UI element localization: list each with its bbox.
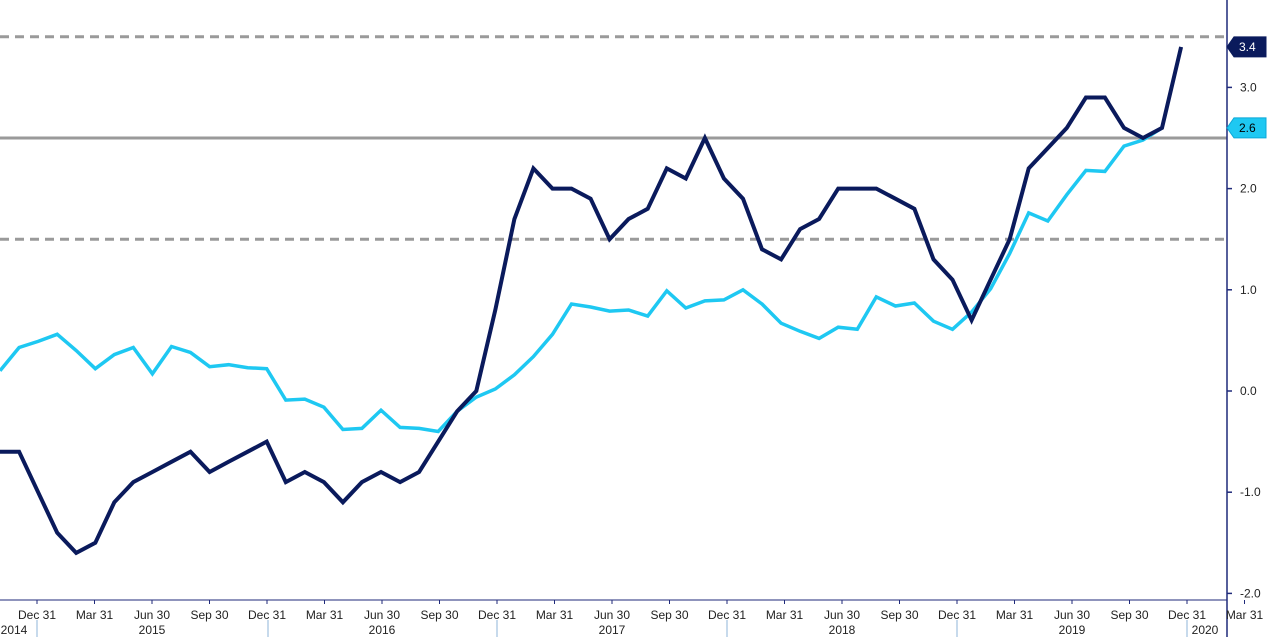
last-value-tag	[1226, 36, 1267, 58]
x-month-label: Sep 30	[1110, 608, 1148, 622]
x-axis: Dec 31 Mar 31 Jun 30 Sep 30 Dec 31 Mar 31 Jun …	[0, 599, 1264, 637]
last-value-label: 2.6	[1239, 121, 1256, 135]
last-value-tags: 3.4 2.6	[1226, 36, 1267, 139]
x-month-label: Dec 31	[938, 608, 976, 622]
series-line-0	[0, 46, 1184, 556]
last-value-label: 3.4	[1239, 40, 1256, 54]
x-year-label: 2014	[1, 623, 28, 637]
x-month-label: Mar 31	[1226, 608, 1264, 622]
x-month-label: Jun 30	[824, 608, 860, 622]
x-month-label: Dec 31	[18, 608, 56, 622]
y-axis: 3.0 2.0 1.0 0.0 -1.0 -2.0	[1226, 0, 1261, 637]
x-month-label: Dec 31	[478, 608, 516, 622]
x-year-label: 2020	[1192, 623, 1219, 637]
x-month-label: Mar 31	[306, 608, 344, 622]
series-line-1	[0, 126, 1163, 434]
last-value-tag	[1226, 117, 1267, 139]
x-month-label: Jun 30	[134, 608, 170, 622]
x-month-label: Mar 31	[766, 608, 804, 622]
x-month-label: Mar 31	[996, 608, 1034, 622]
x-month-label: Dec 31	[248, 608, 286, 622]
x-month-label: Mar 31	[536, 608, 574, 622]
x-month-label: Jun 30	[1054, 608, 1090, 622]
x-month-label: Dec 31	[708, 608, 746, 622]
y-tick-label: -2.0	[1240, 586, 1261, 600]
y-tick-label: 2.0	[1240, 182, 1257, 196]
x-month-label: Sep 30	[420, 608, 458, 622]
x-month-label: Mar 31	[76, 608, 114, 622]
x-month-label: Jun 30	[364, 608, 400, 622]
y-tick-label: 0.0	[1240, 384, 1257, 398]
x-year-label: 2015	[139, 623, 166, 637]
y-tick-label: 3.0	[1240, 80, 1257, 94]
series-lines	[0, 46, 1184, 556]
reference-lines	[0, 35, 1227, 241]
x-month-label: Sep 30	[190, 608, 228, 622]
x-month-label: Sep 30	[650, 608, 688, 622]
x-year-label: 2018	[829, 623, 856, 637]
x-year-label: 2019	[1059, 623, 1086, 637]
x-month-label: Dec 31	[1168, 608, 1206, 622]
y-tick-label: 1.0	[1240, 283, 1257, 297]
x-month-label: Sep 30	[880, 608, 918, 622]
y-tick-label: -1.0	[1240, 485, 1261, 499]
x-year-label: 2017	[599, 623, 626, 637]
x-month-label: Jun 30	[594, 608, 630, 622]
x-year-label: 2016	[369, 623, 396, 637]
